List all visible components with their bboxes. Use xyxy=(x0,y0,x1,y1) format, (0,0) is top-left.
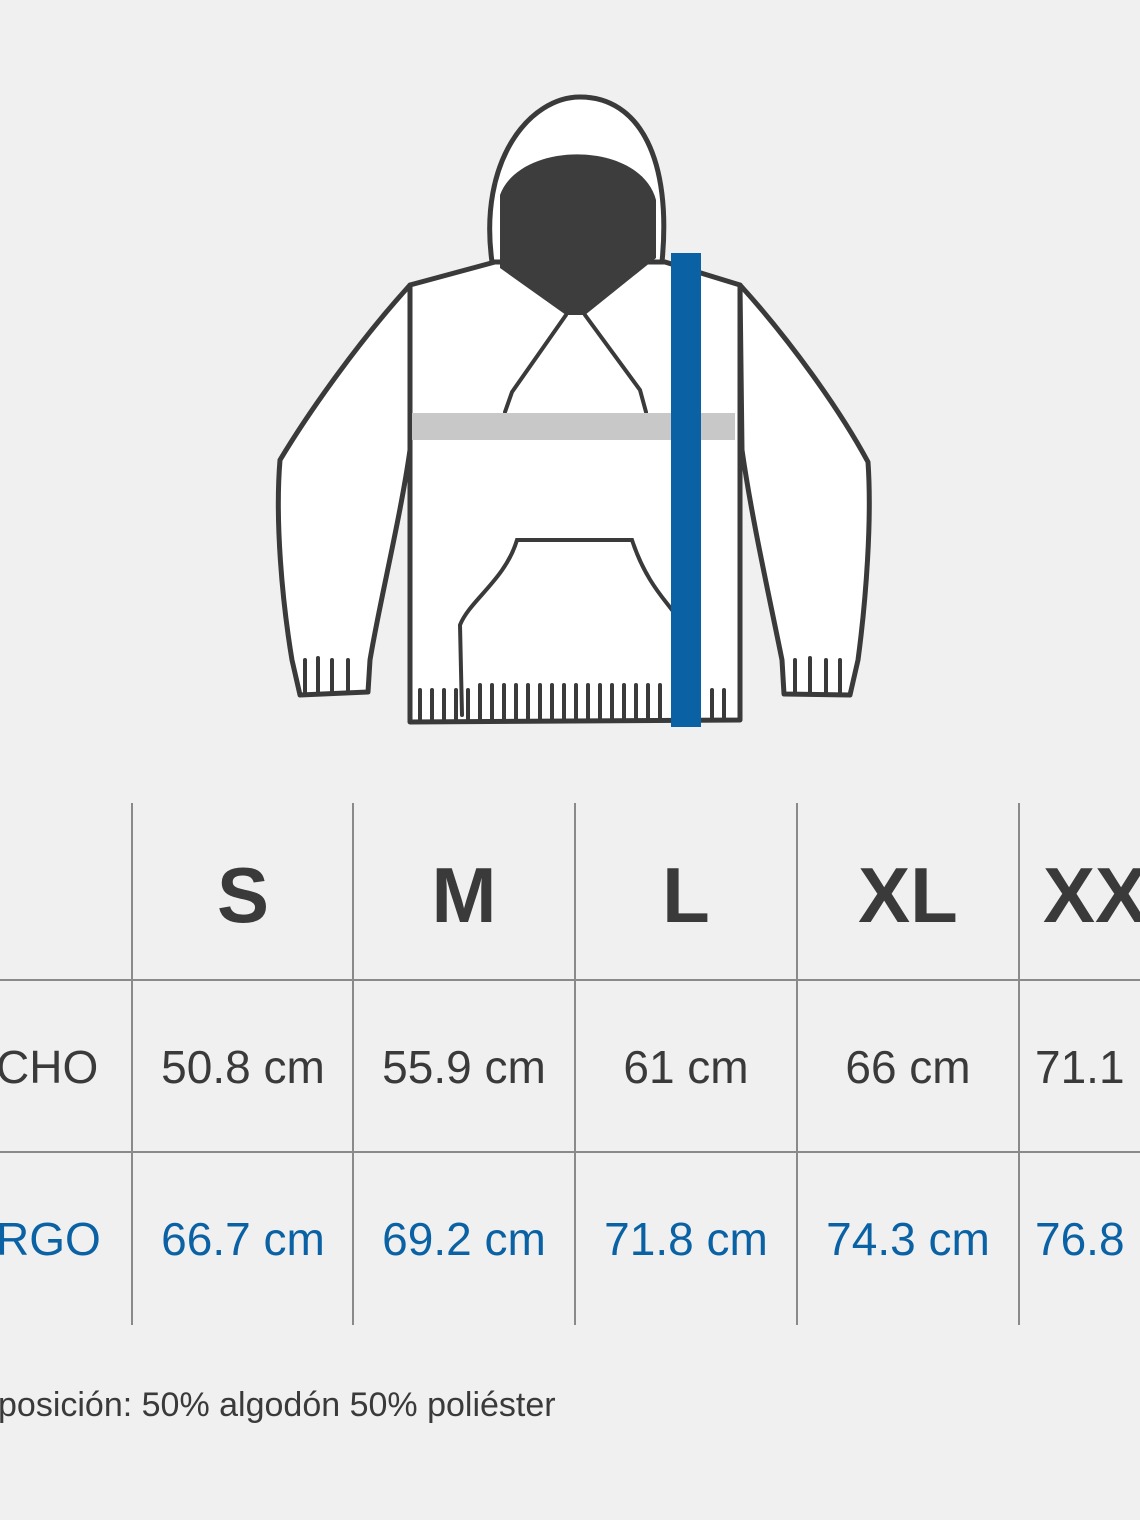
size-header-l: L xyxy=(662,851,710,939)
table-cell: 66 cm xyxy=(845,1041,971,1093)
row-label-chest: CHO xyxy=(0,1041,99,1093)
table-cell: 71.1 xyxy=(1035,1041,1125,1093)
table-cell: 76.8 xyxy=(1035,1213,1125,1265)
divider xyxy=(352,803,354,1325)
table-cell: 71.8 cm xyxy=(604,1213,768,1265)
divider xyxy=(0,979,1140,981)
table-cell: 74.3 cm xyxy=(826,1213,990,1265)
length-measure-bar xyxy=(671,253,701,727)
table-cell: 50.8 cm xyxy=(161,1041,325,1093)
divider xyxy=(0,1151,1140,1153)
size-header-m: M xyxy=(431,851,497,939)
table-cell: 55.9 cm xyxy=(382,1041,546,1093)
table-cell: 69.2 cm xyxy=(382,1213,546,1265)
right-sleeve xyxy=(737,282,872,698)
size-header-xl: XL xyxy=(858,851,958,939)
hoodie-diagram-icon xyxy=(275,94,872,727)
divider xyxy=(796,803,798,1325)
composition-note: posición: 50% algodón 50% poliéster xyxy=(0,1386,556,1424)
left-sleeve xyxy=(275,282,413,698)
size-header-s: S xyxy=(216,851,270,939)
table-cell: 61 cm xyxy=(623,1041,749,1093)
row-label-length: RGO xyxy=(0,1213,101,1265)
divider xyxy=(131,803,133,1325)
face-opening xyxy=(500,154,656,315)
divider xyxy=(574,803,576,1325)
table-cell: 66.7 cm xyxy=(161,1213,325,1265)
size-header-xx: XX xyxy=(1043,851,1140,939)
ribbing xyxy=(303,656,842,722)
divider xyxy=(1018,803,1020,1325)
pocket xyxy=(457,538,674,717)
